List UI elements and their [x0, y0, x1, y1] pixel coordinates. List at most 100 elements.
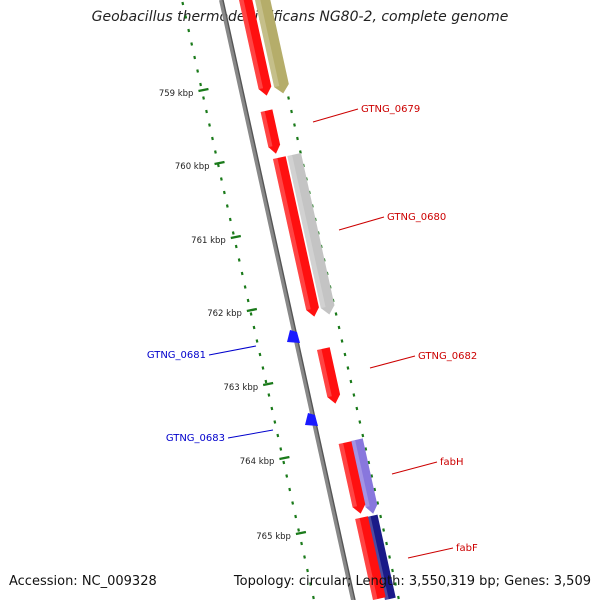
ruler-dot	[261, 366, 265, 370]
cds-bands	[255, 0, 396, 600]
gene-forward	[317, 347, 341, 404]
outer-dot	[299, 150, 302, 154]
ruler-dot	[231, 231, 235, 235]
gene-label: GTNG_0683	[166, 433, 225, 444]
ruler-dot	[255, 339, 259, 343]
outer-dot	[293, 123, 296, 127]
ruler-dot	[219, 177, 223, 181]
ruler-major-tick	[262, 381, 274, 387]
gene-forward-highlight	[338, 443, 358, 508]
ruler-tick-label: 761 kbp	[191, 236, 226, 246]
outer-dot	[367, 460, 371, 465]
ruler-dot	[279, 447, 283, 451]
gene-label: fabF	[456, 543, 478, 554]
gene-reverse	[287, 330, 300, 343]
backbone-edge	[222, 0, 356, 600]
cds-band-navy-shape	[366, 514, 396, 600]
genome-title: Geobacillus thermodenitrificans NG80-2, …	[91, 9, 509, 25]
outer-dot	[361, 433, 365, 438]
accession-text: Accession: NC_009328	[9, 574, 157, 589]
ruler-dot	[276, 433, 280, 438]
ruler-dot	[225, 204, 229, 208]
ruler-dot	[303, 555, 306, 559]
ruler-major-tick	[214, 160, 225, 166]
ruler-dot	[243, 285, 247, 289]
ruler-major-tick	[246, 307, 258, 313]
ruler-dotted-track	[181, 1, 315, 600]
ruler-dot	[252, 325, 256, 330]
outer-dot	[358, 420, 362, 424]
gene-forward	[272, 156, 319, 317]
ruler-dot	[199, 82, 202, 87]
gene-forward-highlight	[239, 0, 264, 90]
ruler-tick-label: 765 kbp	[256, 532, 291, 542]
ruler-dot	[264, 379, 268, 384]
cds-band-olive	[255, 0, 289, 94]
ruler-dot	[246, 298, 250, 303]
ruler-dot	[184, 15, 188, 19]
outer-dot	[385, 541, 388, 546]
ruler-dot	[181, 1, 185, 6]
outer-dot	[290, 109, 293, 114]
gene-forward-shape	[272, 156, 319, 317]
ruler-dot	[234, 244, 238, 249]
backbone-line	[219, 0, 355, 600]
ruler-dot	[222, 190, 226, 195]
gene-forward-highlight	[355, 518, 378, 600]
ruler-dot	[291, 501, 295, 505]
cds-band-purple-shape	[351, 438, 378, 514]
outer-dot	[340, 339, 344, 343]
gene-forward-shape	[239, 0, 272, 96]
ruler-tick-label: 764 kbp	[240, 457, 275, 467]
cds-band-purple-highlight	[351, 440, 370, 508]
ruler-dot	[217, 163, 220, 168]
outer-dot	[346, 366, 350, 370]
ruler-dot	[193, 55, 197, 60]
cds-band-gray	[287, 152, 335, 315]
ruler-dot	[205, 109, 208, 114]
cds-band-olive-highlight	[255, 0, 280, 88]
gene-features	[239, 0, 386, 600]
ruler-tick-label: 762 kbp	[207, 309, 242, 319]
outer-dot	[352, 393, 356, 397]
ruler-dot	[240, 271, 244, 276]
ruler-ticks: 759 kbp 760 kbp 761 kbp 762 kbp 763 kbp 764 k…	[159, 87, 307, 542]
outer-dot	[382, 528, 386, 532]
ruler-dot	[208, 123, 211, 127]
gene-forward	[260, 109, 281, 154]
gene-forward	[338, 441, 366, 514]
gene-label: GTNG_0682	[418, 351, 477, 362]
gene-forward-highlight	[260, 111, 273, 148]
outer-dot	[349, 379, 353, 384]
outer-dot	[391, 568, 394, 573]
gene-label: GTNG_0681	[147, 350, 206, 361]
outer-dot	[397, 595, 400, 600]
ruler-dot	[228, 217, 232, 222]
ruler-dot	[214, 150, 217, 154]
gene-forward-shape	[317, 347, 341, 404]
gene-forward	[239, 0, 272, 96]
outer-dot	[388, 555, 391, 559]
outer-dot	[370, 474, 374, 478]
gene-label: fabH	[440, 457, 464, 468]
label-leader	[407, 547, 454, 559]
outer-dot	[343, 352, 347, 357]
ruler-dot	[267, 393, 271, 397]
label-leader	[208, 345, 257, 356]
label-leader	[312, 108, 359, 123]
outer-dot	[394, 582, 397, 586]
cds-band-gray-shape	[287, 152, 335, 315]
outer-dot	[355, 406, 359, 411]
gene-forward-shape	[338, 441, 366, 514]
ruler-major-tick	[230, 234, 242, 240]
outer-dot	[373, 487, 377, 492]
ruler-dot	[196, 69, 200, 73]
ruler-tick-label: 759 kbp	[159, 89, 194, 99]
label-leader	[391, 461, 438, 475]
cds-band-olive-shape	[255, 0, 289, 94]
cds-band-purple	[351, 438, 378, 514]
ruler-dot	[312, 595, 315, 600]
ruler-dot	[300, 541, 303, 546]
ruler-dot	[309, 582, 312, 586]
ruler-dot	[211, 136, 214, 141]
